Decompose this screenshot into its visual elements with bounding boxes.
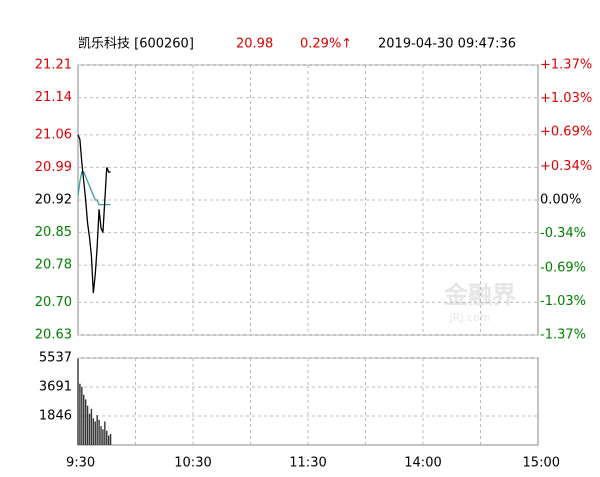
y2-tick-label: +0.34% bbox=[540, 159, 592, 174]
y2-tick-label: -1.03% bbox=[540, 294, 586, 309]
y-tick-label: 20.85 bbox=[35, 225, 72, 240]
y-tick-label: 21.14 bbox=[35, 90, 72, 105]
y2-tick-label: +1.37% bbox=[540, 58, 592, 73]
y2-tick-label: -0.69% bbox=[540, 260, 586, 275]
change: 0.29%↑ bbox=[300, 37, 352, 52]
x-tick-label: 11:30 bbox=[289, 456, 326, 471]
y-tick-label: 20.70 bbox=[35, 295, 72, 310]
last-price: 20.98 bbox=[236, 37, 273, 52]
y-tick-label: 21.21 bbox=[35, 58, 72, 73]
volume-tick-label: 3691 bbox=[39, 380, 72, 395]
volume-tick-label: 5537 bbox=[39, 351, 72, 366]
y-tick-label: 20.92 bbox=[35, 193, 72, 208]
y2-tick-label: -0.34% bbox=[540, 226, 586, 241]
y2-tick-label: 0.00% bbox=[540, 193, 581, 208]
x-tick-label: 14:00 bbox=[404, 456, 441, 471]
y-tick-label: 20.78 bbox=[35, 258, 72, 273]
y2-tick-label: -1.37% bbox=[540, 328, 586, 343]
y-tick-label: 20.99 bbox=[35, 160, 72, 175]
watermark-sub: JRJ.com bbox=[448, 311, 490, 324]
volume-tick-label: 1846 bbox=[39, 408, 72, 423]
x-tick-label: 10:30 bbox=[174, 456, 211, 471]
y2-tick-label: +1.03% bbox=[540, 91, 592, 106]
chart-title: 凯乐科技 [600260] bbox=[78, 37, 194, 52]
watermark: 金融界 bbox=[443, 281, 516, 309]
y-tick-label: 20.63 bbox=[35, 328, 72, 343]
y-tick-label: 21.06 bbox=[35, 127, 72, 142]
price-line bbox=[77, 134, 111, 294]
x-tick-label: 9:30 bbox=[66, 456, 95, 471]
y2-tick-label: +0.69% bbox=[540, 125, 592, 140]
x-tick-label: 15:00 bbox=[523, 456, 560, 471]
datetime: 2019-04-30 09:47:36 bbox=[378, 37, 516, 52]
